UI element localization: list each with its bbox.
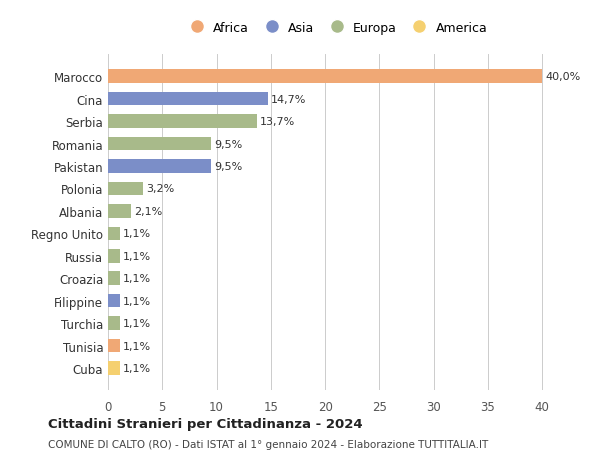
Text: 2,1%: 2,1% <box>134 207 163 216</box>
Text: 1,1%: 1,1% <box>123 319 151 328</box>
Legend: Africa, Asia, Europa, America: Africa, Asia, Europa, America <box>181 18 491 38</box>
Bar <box>108 227 120 241</box>
Bar <box>108 70 542 84</box>
Bar <box>108 272 120 285</box>
Bar <box>108 339 120 353</box>
Text: 1,1%: 1,1% <box>123 341 151 351</box>
Bar <box>108 205 131 218</box>
Text: Cittadini Stranieri per Cittadinanza - 2024: Cittadini Stranieri per Cittadinanza - 2… <box>48 417 362 430</box>
Text: 1,1%: 1,1% <box>123 363 151 373</box>
Bar <box>108 115 257 129</box>
Bar <box>108 160 211 174</box>
Text: 9,5%: 9,5% <box>214 162 242 172</box>
Text: COMUNE DI CALTO (RO) - Dati ISTAT al 1° gennaio 2024 - Elaborazione TUTTITALIA.I: COMUNE DI CALTO (RO) - Dati ISTAT al 1° … <box>48 440 488 449</box>
Bar <box>108 182 143 196</box>
Text: 13,7%: 13,7% <box>260 117 295 127</box>
Bar <box>108 294 120 308</box>
Bar <box>108 250 120 263</box>
Text: 1,1%: 1,1% <box>123 296 151 306</box>
Bar <box>108 317 120 330</box>
Bar <box>108 362 120 375</box>
Text: 1,1%: 1,1% <box>123 229 151 239</box>
Text: 3,2%: 3,2% <box>146 184 174 194</box>
Bar <box>108 93 268 106</box>
Text: 1,1%: 1,1% <box>123 251 151 261</box>
Text: 9,5%: 9,5% <box>214 139 242 149</box>
Text: 40,0%: 40,0% <box>545 72 581 82</box>
Bar <box>108 138 211 151</box>
Text: 14,7%: 14,7% <box>271 95 306 104</box>
Text: 1,1%: 1,1% <box>123 274 151 284</box>
